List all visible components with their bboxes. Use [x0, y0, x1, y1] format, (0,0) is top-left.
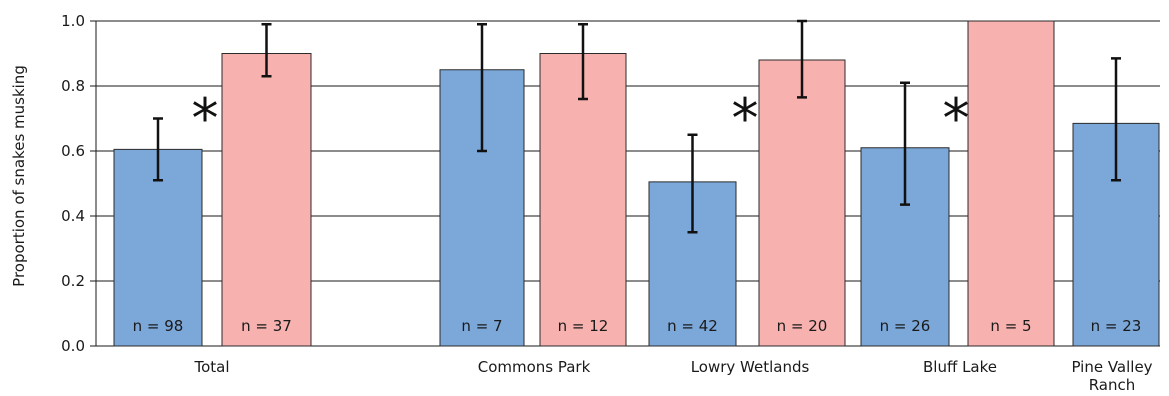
axes — [90, 20, 97, 347]
bar — [758, 59, 846, 347]
sample-size-label: n = 98 — [133, 317, 184, 335]
sample-size-label: n = 5 — [990, 317, 1031, 335]
x-category-label: Bluff Lake — [923, 358, 997, 376]
x-category-label: Total — [193, 358, 229, 376]
x-category-label: Commons Park — [478, 358, 591, 376]
x-category-label: Lowry Wetlands — [691, 358, 810, 376]
significance-star: * — [192, 87, 219, 150]
error-bar — [1111, 57, 1121, 182]
sample-size-label: n = 42 — [667, 317, 718, 335]
y-axis-label: Proportion of snakes musking — [10, 65, 28, 287]
y-tick-label: 0.0 — [61, 337, 85, 355]
bar — [539, 53, 627, 347]
x-category-label-line: Lowry Wetlands — [691, 358, 810, 376]
sample-size-label: n = 26 — [880, 317, 931, 335]
labels: 0.0 0.2 0.4 0.6 0.8 1.0 n = 98 n = 37 n = 7 n = 1… — [61, 12, 1153, 394]
error-bar — [477, 23, 487, 153]
error-bar — [797, 19, 807, 99]
sample-size-label: n = 37 — [241, 317, 292, 335]
y-tick-label: 0.4 — [61, 207, 85, 225]
x-category-label-line: Commons Park — [478, 358, 591, 376]
x-category-label: Pine Valley Ranch — [1071, 358, 1152, 394]
error-bar — [578, 23, 588, 101]
bars — [113, 20, 1160, 347]
x-category-label-line: Ranch — [1089, 376, 1136, 394]
bar — [967, 20, 1055, 347]
x-category-label-line: Bluff Lake — [923, 358, 997, 376]
sample-size-label: n = 23 — [1091, 317, 1142, 335]
y-tick-label: 0.6 — [61, 142, 85, 160]
bar — [221, 53, 312, 347]
significance-star: * — [943, 87, 970, 150]
error-bar — [687, 133, 698, 234]
sample-size-label: n = 12 — [558, 317, 609, 335]
x-category-label-line: Pine Valley — [1071, 358, 1152, 376]
y-tick-label: 1.0 — [61, 12, 85, 30]
error-bars — [153, 19, 1121, 234]
significance-star: * — [732, 87, 759, 150]
error-bar — [900, 81, 910, 206]
y-tick-label: 0.8 — [61, 77, 85, 95]
sample-size-label: n = 7 — [461, 317, 502, 335]
error-bar — [153, 117, 163, 182]
x-category-label-line: Total — [193, 358, 229, 376]
y-tick-label: 0.2 — [61, 272, 85, 290]
error-bar — [261, 23, 272, 78]
bar — [113, 148, 203, 347]
sample-size-label: n = 20 — [777, 317, 828, 335]
